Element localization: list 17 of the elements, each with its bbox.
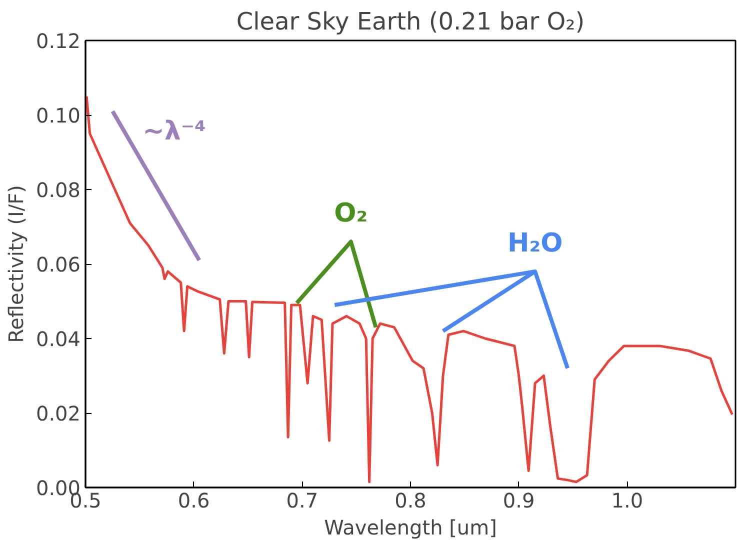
annotation: ~λ⁻⁴ bbox=[142, 116, 206, 146]
y-axis-title: Reflectivity (I/F) bbox=[4, 185, 28, 343]
x-tick-label: 0.6 bbox=[178, 488, 210, 512]
x-tick-label: 0.7 bbox=[286, 488, 318, 512]
x-tick-label: 1.0 bbox=[611, 488, 644, 512]
x-tick-label: 0.9 bbox=[502, 488, 535, 512]
y-tick-label: 0.06 bbox=[36, 252, 80, 276]
x-axis-title: Wavelength [um] bbox=[324, 516, 497, 540]
y-tick-label: 0.02 bbox=[36, 402, 80, 426]
y-tick-label: 0.08 bbox=[36, 178, 80, 202]
y-tick-label: 0.12 bbox=[36, 29, 80, 53]
y-tick-label: 0.10 bbox=[36, 104, 80, 128]
annotation: H₂O bbox=[507, 228, 563, 258]
annotation: O₂ bbox=[334, 198, 368, 229]
x-tick-label: 0.8 bbox=[394, 488, 426, 512]
y-tick-label: 0.04 bbox=[36, 327, 80, 351]
chart-title: Clear Sky Earth (0.21 bar O₂) bbox=[236, 8, 585, 36]
